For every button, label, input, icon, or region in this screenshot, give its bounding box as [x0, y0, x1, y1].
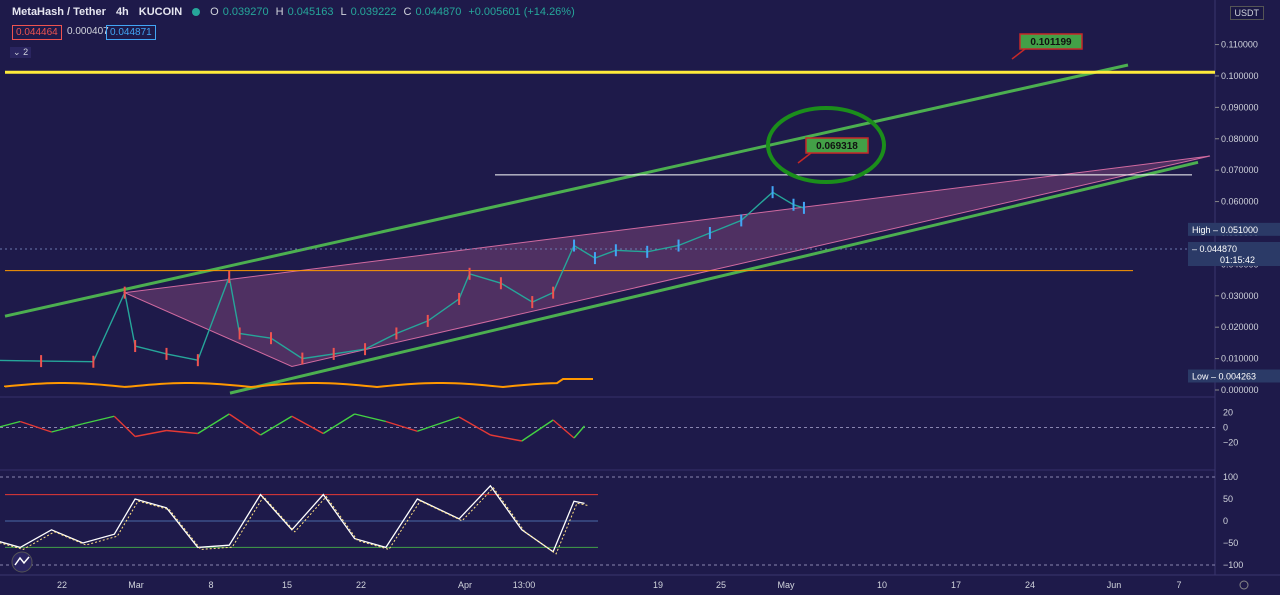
osc1-segment [490, 434, 522, 442]
annotation-label-text: 0.101199 [1030, 37, 1072, 48]
wedge-shape [122, 155, 1211, 367]
osc1-tick-label: 0 [1223, 423, 1228, 433]
indicator-count: 2 [23, 47, 29, 57]
time-tick-label: 8 [208, 580, 213, 590]
price-tick-label: 0.010000 [1221, 354, 1259, 364]
price-tick-label: 0.100000 [1221, 71, 1259, 81]
annotation-label [1019, 33, 1083, 50]
time-tick-label: 19 [653, 580, 663, 590]
price-series-line [0, 191, 805, 363]
time-tick-label: 15 [282, 580, 292, 590]
osc2-signal-line [0, 487, 588, 555]
high-value: 0.045163 [287, 6, 334, 18]
price-tick-label: 0.060000 [1221, 197, 1259, 207]
channel-lower-line [229, 160, 1199, 395]
change-value: +0.005601 (+14.26%) [468, 6, 575, 18]
osc1-segment [51, 423, 84, 433]
osc1-segment [260, 415, 293, 436]
price-label-box [1188, 241, 1280, 266]
osc1-segment [113, 415, 136, 438]
chevron-icon: ⌄ [13, 47, 21, 57]
close-label: C [403, 6, 412, 18]
osc1-segment [135, 429, 167, 438]
osc1-segment [228, 413, 261, 436]
highlight-circle [766, 106, 886, 184]
exchange-label: KUCOIN [138, 6, 183, 18]
osc2-tick-label: 0 [1223, 516, 1228, 526]
osc1-segment [521, 419, 554, 442]
open-value: 0.039270 [222, 6, 269, 18]
osc1-segment [19, 420, 52, 433]
symbol-title[interactable]: MetaHash / Tether [12, 6, 106, 18]
price-tick-label: 0.080000 [1221, 134, 1259, 144]
open-label: O [210, 6, 219, 18]
osc1-segment [573, 425, 586, 439]
osc1-segment [354, 413, 387, 423]
osc2-tick-label: −50 [1223, 538, 1238, 548]
settings-gear-icon[interactable] [1239, 580, 1249, 590]
high-label: H [275, 6, 284, 18]
annotation-label [805, 137, 869, 154]
volume-ma-line [4, 378, 593, 389]
time-tick-label: Jun [1107, 580, 1122, 590]
price-label-time: 01:15:42 [1220, 255, 1255, 265]
osc1-tick-label: 20 [1223, 408, 1233, 418]
osc1-segment [291, 415, 324, 435]
spread-value: 0.000407 [67, 26, 109, 37]
interval-label[interactable]: 4h [115, 6, 129, 18]
osc2-tick-label: 100 [1223, 472, 1238, 482]
price-label-box [1188, 222, 1280, 236]
annotation-label-text: 0.069318 [816, 141, 858, 152]
time-tick-label: 24 [1025, 580, 1035, 590]
low-value: 0.039222 [350, 6, 397, 18]
osc1-segment [322, 413, 355, 435]
indicator-toggle[interactable]: ⌄ 2 [10, 47, 32, 58]
price-tick-label: 0.090000 [1221, 102, 1259, 112]
price-label-box [1188, 369, 1280, 383]
time-tick-label: 7 [1176, 580, 1181, 590]
logo-mark [14, 556, 30, 566]
osc1-segment [197, 413, 230, 435]
time-tick-label: 10 [877, 580, 887, 590]
time-tick-label: May [777, 580, 795, 590]
osc1-segment [417, 416, 460, 432]
osc1-tick-label: −20 [1223, 438, 1238, 448]
channel-upper-line [4, 63, 1129, 318]
bid-price-box[interactable]: 0.044464 [12, 25, 62, 40]
osc2-tick-label: −100 [1223, 560, 1243, 570]
osc1-segment [166, 429, 198, 435]
tradingview-logo-icon [11, 551, 33, 573]
osc2-line [0, 484, 585, 553]
close-value: 0.044870 [415, 6, 462, 18]
time-tick-label: Apr [458, 580, 472, 590]
annotation-pointer [1011, 48, 1026, 60]
time-tick-label: 13:00 [513, 580, 536, 590]
time-tick-label: 22 [356, 580, 366, 590]
price-label-text: – 0.044870 [1192, 244, 1237, 254]
price-tick-label: 0.070000 [1221, 165, 1259, 175]
osc2-tick-label: 50 [1223, 494, 1233, 504]
osc1-segment [385, 420, 418, 432]
price-label-text: High – 0.051000 [1192, 225, 1258, 235]
time-tick-label: 25 [716, 580, 726, 590]
ask-price-box[interactable]: 0.044871 [106, 25, 156, 40]
currency-button[interactable]: USDT [1229, 6, 1264, 20]
price-tick-label: 0.110000 [1221, 40, 1258, 50]
osc1-segment [552, 419, 575, 439]
time-tick-label: Mar [128, 580, 144, 590]
price-tick-label: 0.030000 [1221, 291, 1259, 301]
annotation-pointer [797, 152, 812, 164]
time-tick-label: 22 [57, 580, 67, 590]
osc1-segment [458, 416, 491, 436]
price-tick-label: 0.020000 [1221, 322, 1259, 332]
price-tick-label: 0.000000 [1221, 385, 1259, 395]
market-status-icon [192, 8, 201, 16]
time-tick-label: 17 [951, 580, 961, 590]
price-label-text: Low – 0.004263 [1192, 371, 1256, 381]
osc1-segment [82, 415, 115, 425]
low-label: L [340, 6, 347, 18]
osc1-segment [0, 420, 21, 428]
